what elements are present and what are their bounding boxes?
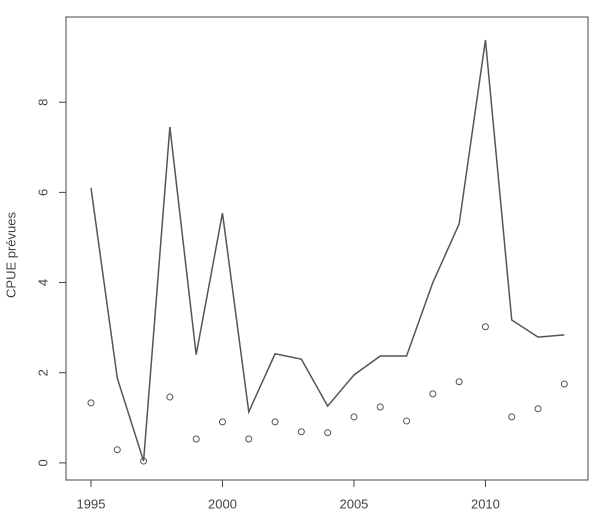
- y-tick-label: 6: [35, 189, 50, 196]
- point: [140, 457, 148, 465]
- point: [508, 413, 516, 421]
- point: [376, 403, 384, 411]
- y-tick-label: 8: [35, 99, 50, 106]
- point: [429, 390, 437, 398]
- y-tick-label: 0: [35, 459, 50, 466]
- y-tick-label: 2: [35, 369, 50, 376]
- point: [245, 435, 253, 443]
- x-tick-label: 2000: [208, 496, 237, 511]
- line: [90, 39, 565, 462]
- point: [324, 429, 332, 437]
- point: [534, 405, 542, 413]
- point: [192, 435, 200, 443]
- x-tick-label: 1995: [77, 496, 106, 511]
- point: [455, 378, 463, 386]
- plot-box: [65, 16, 589, 481]
- x-tick-label: 2005: [339, 496, 368, 511]
- y-axis-label: CPUE prévues: [3, 212, 18, 298]
- y-tick-label: 4: [35, 279, 50, 286]
- point: [113, 446, 121, 454]
- point: [481, 323, 489, 331]
- point: [218, 418, 226, 426]
- point: [560, 380, 568, 388]
- point: [166, 393, 174, 401]
- point: [403, 417, 411, 425]
- point: [271, 418, 279, 426]
- point: [87, 399, 95, 407]
- point: [350, 413, 358, 421]
- x-tick-label: 2010: [471, 496, 500, 511]
- point: [297, 428, 305, 436]
